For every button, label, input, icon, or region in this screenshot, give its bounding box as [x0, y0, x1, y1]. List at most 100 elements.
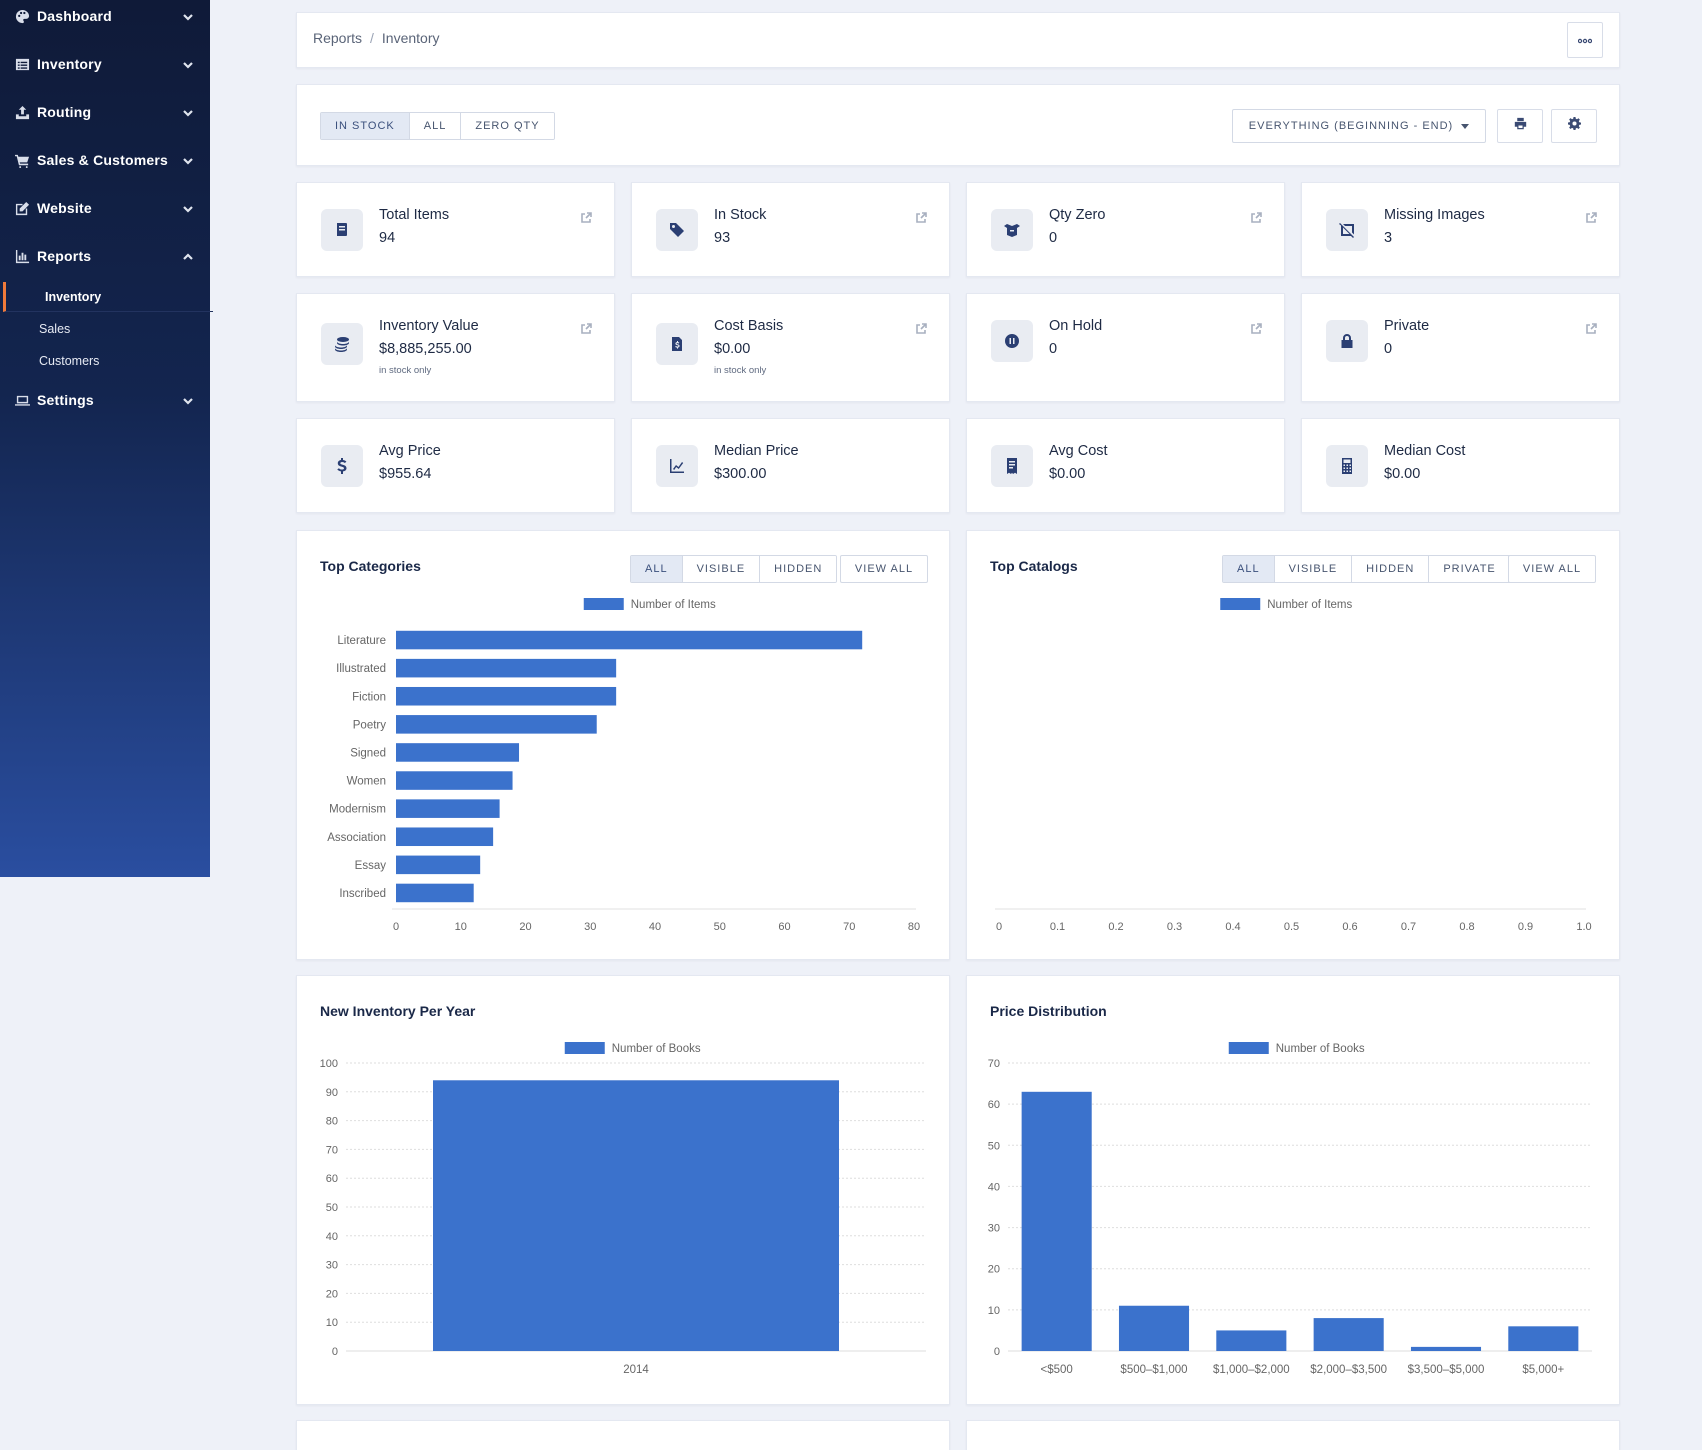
stat-value: 93: [714, 230, 731, 246]
y-tick-label: 30: [326, 1260, 338, 1272]
bar-mark: [396, 855, 481, 875]
legend-label: Number of Books: [612, 1043, 701, 1055]
date-range-label: EVERYTHING (BEGINNING - END): [1248, 120, 1454, 132]
more-options-button[interactable]: [1567, 22, 1603, 58]
external-link-icon[interactable]: [1585, 211, 1597, 223]
top-catalogs-chart: Number of Items 0 0.1 0.2 0.3 0.4 0.5 0.6 0.7 0.8…: [995, 598, 1592, 933]
external-link-icon[interactable]: [1585, 322, 1597, 334]
y-tick-label: 80: [326, 1116, 338, 1128]
next-panel-left: [296, 1420, 950, 1450]
y-tick-label: 50: [988, 1140, 1000, 1152]
tab-private[interactable]: PRIVATE: [1429, 556, 1510, 582]
external-link-icon[interactable]: [915, 322, 927, 334]
tab-all[interactable]: ALL: [1223, 556, 1275, 582]
x-tick-label: 0.5: [1284, 921, 1299, 933]
x-tick-label: 60: [778, 921, 790, 933]
view-all-categories-button[interactable]: VIEW ALL: [840, 555, 928, 583]
sidebar-item-label: Inventory: [37, 56, 102, 72]
external-link-icon[interactable]: [915, 211, 927, 223]
cart-icon: [14, 152, 30, 168]
bar-mark: [1410, 1346, 1482, 1351]
settings-button[interactable]: [1551, 109, 1597, 143]
sidebar-item-website[interactable]: Website: [0, 188, 210, 228]
sidebar-item-sales-customers[interactable]: Sales & Customers: [0, 140, 210, 180]
sidebar-subitem-inventory[interactable]: Inventory: [3, 282, 213, 312]
category-tick-label: Women: [347, 776, 386, 788]
sidebar: Dashboard Inventory Routing Sales & Cust…: [0, 0, 213, 877]
stat-label: Missing Images: [1384, 207, 1485, 223]
stat-label: Total Items: [379, 207, 450, 223]
x-tick-label: 0: [996, 921, 1002, 933]
y-tick-label: 70: [988, 1058, 1000, 1070]
sidebar-subitem-customers[interactable]: Customers: [0, 346, 210, 376]
external-link-icon[interactable]: [580, 322, 592, 334]
bar-mark: [396, 883, 474, 903]
sidebar-item-reports[interactable]: Reports: [0, 236, 210, 276]
view-all-catalogs-button[interactable]: VIEW ALL: [1508, 555, 1596, 583]
sidebar-item-label: Reports: [37, 248, 92, 264]
legend-label: Number of Items: [1267, 599, 1352, 611]
bar-mark: [396, 658, 617, 678]
external-link-icon[interactable]: [1250, 211, 1262, 223]
stat-card-median-cost: Median Cost $0.00: [1301, 418, 1620, 513]
external-link-icon[interactable]: [1250, 322, 1262, 334]
x-tick-label: 70: [843, 921, 855, 933]
y-tick-label: 0: [332, 1346, 338, 1358]
tab-zero-qty[interactable]: ZERO QTY: [461, 113, 554, 139]
stat-value: $300.00: [714, 466, 767, 482]
stat-card-cost-basis: Cost Basis $0.00 in stock only: [631, 293, 950, 402]
x-tick-label: 50: [714, 921, 726, 933]
stat-card-in-stock: In Stock 93: [631, 182, 950, 277]
print-button[interactable]: [1497, 109, 1543, 143]
sidebar-subitem-label: Inventory: [45, 289, 102, 304]
stat-label: Avg Price: [379, 443, 441, 459]
stat-value: 3: [1384, 230, 1393, 246]
legend-swatch: [1228, 1042, 1269, 1054]
category-tick-label: Poetry: [353, 719, 386, 731]
y-tick-label: 50: [326, 1202, 338, 1214]
bar-mark: [1313, 1318, 1384, 1351]
stat-label: Private: [1384, 318, 1430, 334]
tab-visible[interactable]: VISIBLE: [682, 556, 761, 582]
y-tick-label: 10: [988, 1305, 1000, 1317]
sidebar-subitem-sales[interactable]: Sales: [0, 314, 210, 344]
y-tick-label: 10: [326, 1317, 338, 1329]
stock-filter-tabs: IN STOCK ALL ZERO QTY: [320, 112, 555, 140]
tab-in-stock[interactable]: IN STOCK: [321, 113, 410, 139]
bar-mark: [1021, 1091, 1092, 1351]
x-tick-label: 0.7: [1401, 921, 1416, 933]
stat-card-missing-images: Missing Images 3: [1301, 182, 1620, 277]
sidebar-item-settings[interactable]: Settings: [0, 380, 210, 420]
sidebar-item-dashboard[interactable]: Dashboard: [0, 0, 210, 36]
bar-mark: [396, 771, 513, 790]
category-tick-label: Signed: [350, 747, 386, 759]
x-tick-label: 1.0: [1576, 921, 1591, 933]
x-tick-label: 10: [455, 921, 467, 933]
chevron-down-icon: [182, 202, 194, 214]
breadcrumb-bar: Reports / Inventory: [296, 12, 1620, 68]
x-tick-label: $2,000–$3,500: [1310, 1364, 1387, 1376]
tab-all[interactable]: ALL: [409, 113, 462, 139]
panel-title: Top Catalogs: [990, 558, 1078, 574]
tab-hidden[interactable]: HIDDEN: [1352, 556, 1430, 582]
y-tick-label: 30: [988, 1223, 1000, 1235]
breadcrumb-root[interactable]: Reports: [313, 30, 363, 46]
y-tick-label: 0: [994, 1346, 1000, 1358]
tab-hidden[interactable]: HIDDEN: [760, 556, 837, 582]
external-link-icon[interactable]: [580, 211, 592, 223]
date-range-dropdown[interactable]: EVERYTHING (BEGINNING - END): [1232, 109, 1486, 143]
tag-icon: [656, 209, 698, 251]
stat-label: Cost Basis: [714, 318, 784, 334]
category-tick-label: Inscribed: [339, 888, 386, 900]
y-tick-label: 90: [326, 1087, 338, 1099]
y-tick-label: 40: [988, 1181, 1000, 1193]
chevron-down-icon: [182, 10, 194, 22]
sidebar-item-routing[interactable]: Routing: [0, 92, 210, 132]
sidebar-item-inventory[interactable]: Inventory: [0, 44, 210, 84]
tab-visible[interactable]: VISIBLE: [1274, 556, 1353, 582]
laptop-icon: [14, 392, 30, 408]
tab-all[interactable]: ALL: [631, 556, 683, 582]
category-tick-label: Association: [327, 832, 386, 844]
top-categories-chart: Number of Items Literature Illustrated Fict…: [327, 598, 920, 933]
x-tick-label: 0.2: [1108, 921, 1123, 933]
